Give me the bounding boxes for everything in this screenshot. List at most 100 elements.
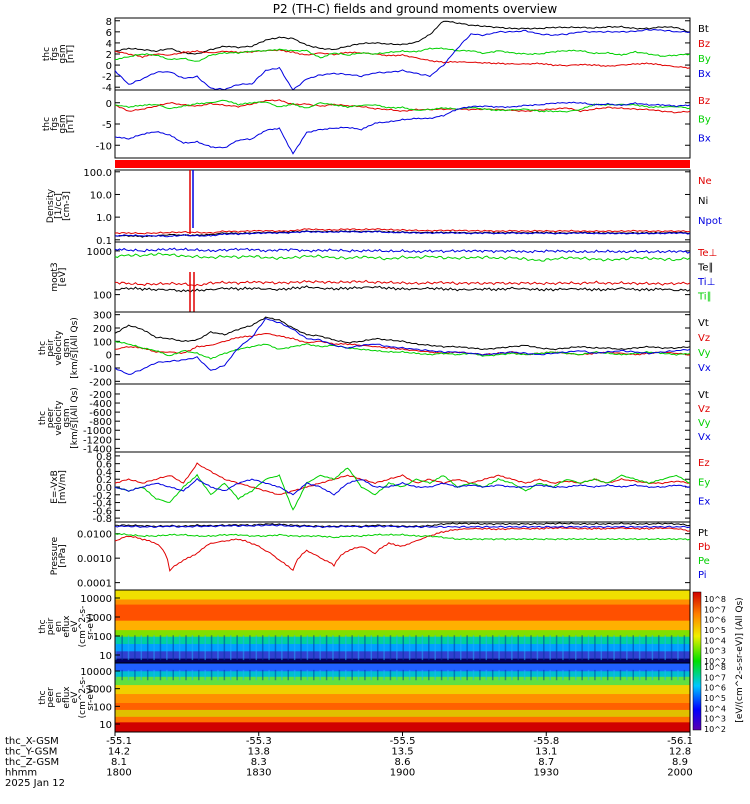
spectrogram-stripe (447, 669, 449, 681)
spectrogram-stripe (670, 669, 673, 681)
spectrogram-stripe (261, 635, 264, 661)
spectrogram-band (115, 599, 690, 606)
spectrogram-stripe (185, 635, 187, 661)
y-tick-label: 10.0 (90, 190, 112, 201)
spectrogram-stripe (645, 635, 647, 661)
y-tick-label: 100 (93, 702, 112, 713)
spectrogram-band (115, 709, 690, 718)
x-axis-row-label: hhmm (5, 768, 37, 779)
legend-label: Vy (698, 348, 711, 359)
spectrogram-stripe (460, 669, 462, 681)
y-tick-label: 10 (99, 720, 112, 731)
x-axis-row-label: thc_X-GSM (5, 736, 59, 747)
spectrogram-stripe (396, 669, 398, 681)
spectrogram-stripe (466, 669, 468, 681)
y-axis-label-line: peer (46, 687, 56, 708)
spectrogram-stripe (536, 635, 539, 661)
series-line-Ey (114, 467, 691, 511)
spectrogram-stripe (434, 669, 436, 681)
spectrogram-band (115, 703, 690, 711)
spectrogram-stripe (408, 669, 411, 681)
spectrogram-stripe (677, 669, 679, 681)
x-tick-label: 8.1 (111, 757, 127, 768)
colorbar: 10^810^710^610^510^410^310^210^810^710^6… (692, 591, 745, 734)
spectrogram-stripe (600, 669, 603, 681)
spectrogram-stripe (338, 669, 341, 681)
series-line-Pb (114, 526, 691, 572)
spectrogram-stripe (191, 669, 194, 681)
colorbar-tick-label: 10^7 (704, 673, 726, 682)
legend-label: Te∥ (697, 263, 714, 274)
spectrogram-stripe (159, 635, 162, 661)
spectrogram-stripe (140, 669, 143, 681)
y-axis-label-line: thc (38, 341, 48, 355)
spectrogram-stripe (543, 635, 545, 661)
spectrogram-stripe (300, 669, 302, 681)
series-line-Vx (114, 317, 691, 375)
spectrogram-stripe (178, 635, 181, 661)
y-tick-label: -0.6 (92, 506, 112, 517)
y-tick-label: 2 (106, 50, 112, 61)
spectrogram-stripe (364, 669, 366, 681)
legend-label: Ti∥ (697, 292, 712, 303)
y-axis-label-line: [km/s](All Qs) (70, 387, 80, 449)
spectrogram-stripe (383, 635, 385, 661)
status-bar (115, 160, 690, 168)
spectrogram-stripe (306, 669, 309, 681)
spectrogram-stripe (594, 669, 596, 681)
legend-label: Pt (698, 528, 708, 539)
spectrogram-stripe (626, 669, 628, 681)
colorbar-tick-label: 10^4 (704, 704, 726, 713)
colorbar-tick-label: 10^4 (704, 636, 726, 645)
colorbar-label: [eV/(cm^2-s-sr-eV)] (All Qs) (735, 597, 745, 722)
spectrogram-stripe (281, 635, 283, 661)
y-tick-label: -2 (102, 72, 112, 83)
spectrogram-stripe (632, 669, 634, 681)
y-tick-label: 0.1 (96, 236, 112, 247)
spectrogram-stripe (428, 669, 430, 681)
spectrogram-stripe (236, 669, 238, 681)
series-line-Vy (114, 340, 691, 360)
spectrogram-band (115, 685, 690, 695)
spectrogram-stripe (498, 635, 500, 661)
series-line-Ti∥ (114, 252, 691, 262)
spectrogram-stripe (146, 669, 149, 681)
y-tick-label: -5 (102, 120, 112, 131)
spectrogram-stripe (249, 635, 251, 661)
y-axis-label-line: [mV/m] (58, 470, 68, 504)
y-tick-label: 100 (93, 291, 112, 302)
y-tick-label: -1000 (83, 426, 112, 437)
colorbar-tick-label: 10^8 (704, 663, 726, 672)
y-axis-label-line: E=-VxB (50, 470, 60, 504)
spectrogram-stripe (664, 669, 666, 681)
y-axis-label-line: eV (70, 691, 80, 704)
y-tick-label: -600 (89, 408, 112, 419)
spectrogram-stripe (172, 635, 174, 661)
spectrogram-stripe (223, 669, 226, 681)
x-axis-row-label: thc_Z-GSM (5, 757, 59, 768)
y-axis-label-line: Pressure (50, 536, 60, 575)
legend-label: Ni (698, 196, 708, 207)
spectrogram-stripe (306, 635, 309, 661)
y-axis-label-line: [eV] (58, 268, 68, 287)
y-tick-label: -200 (89, 377, 112, 388)
plot-title: P2 (TH-C) fields and ground moments over… (273, 2, 558, 16)
spectrogram-stripe (370, 669, 373, 681)
y-tick-label: -0.4 (92, 499, 112, 510)
spectrogram-stripe (415, 635, 417, 661)
spectrogram-stripe (453, 635, 456, 661)
spectrogram-stripe (421, 669, 424, 681)
spectrogram-stripe (134, 635, 136, 661)
spectrogram-stripe (274, 635, 277, 661)
spectrogram-stripe (485, 669, 488, 681)
spectrogram-stripe (536, 669, 539, 681)
spectrogram-stripe (530, 635, 532, 661)
y-axis-label-line: sr-eV) (86, 684, 96, 710)
x-tick-label: 13.5 (391, 747, 413, 758)
spectrogram-stripe (364, 635, 366, 661)
y-axis-label-line: eflux (62, 615, 72, 638)
spectrogram-stripe (504, 669, 507, 681)
spectrogram-stripe (166, 635, 168, 661)
spectrogram-stripe (485, 635, 488, 661)
spectrogram-stripe (651, 669, 654, 681)
